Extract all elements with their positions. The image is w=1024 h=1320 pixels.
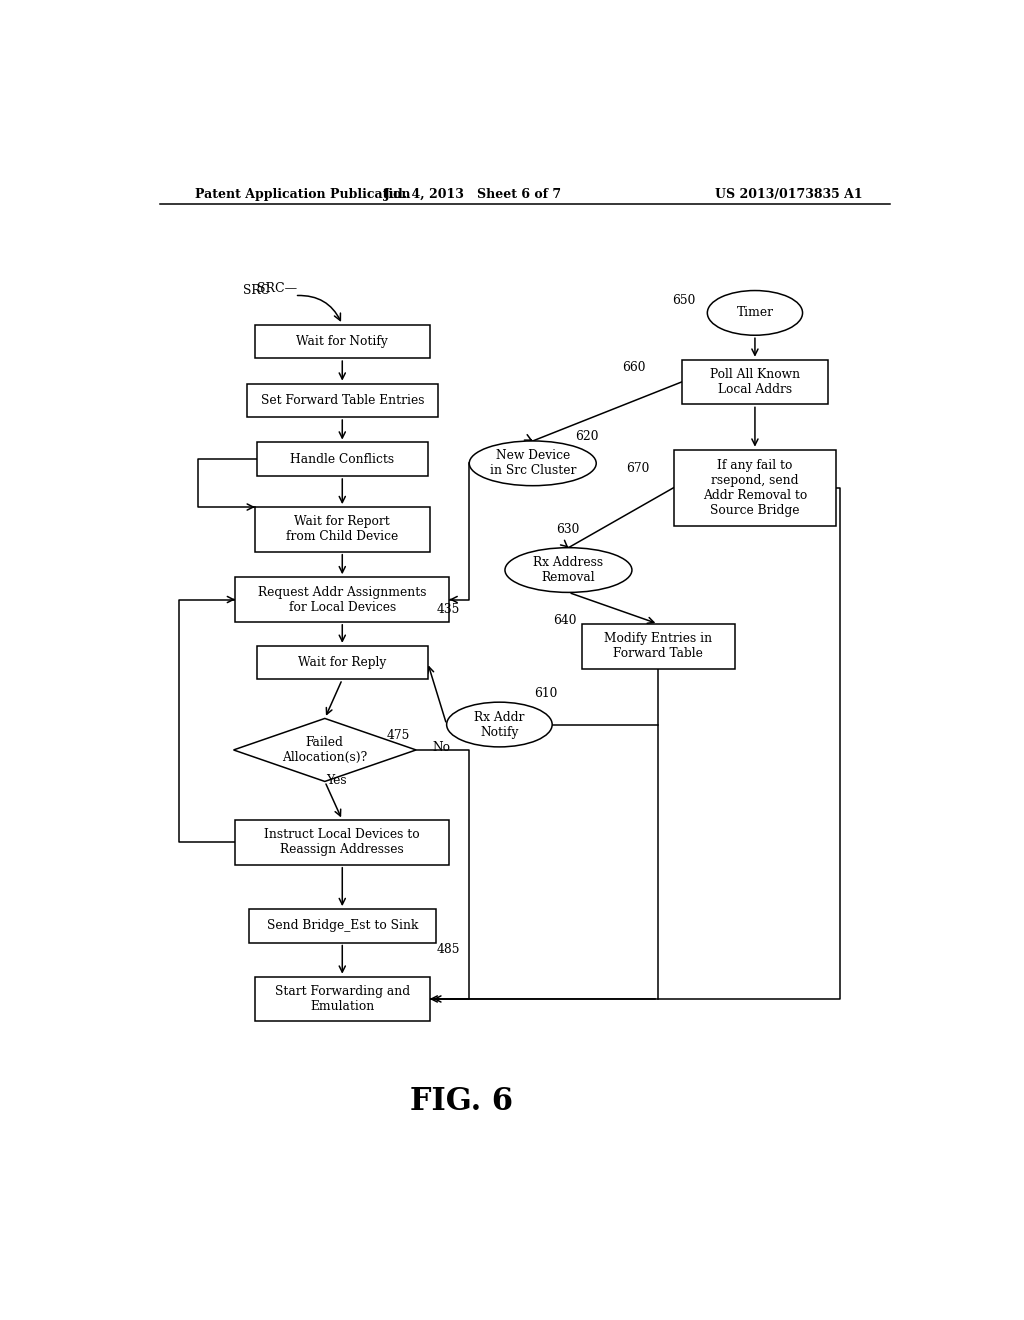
Text: Set Forward Table Entries: Set Forward Table Entries [260, 393, 424, 407]
Text: New Device
in Src Cluster: New Device in Src Cluster [489, 449, 575, 478]
Text: Request Addr Assignments
for Local Devices: Request Addr Assignments for Local Devic… [258, 586, 427, 614]
Ellipse shape [708, 290, 803, 335]
Ellipse shape [446, 702, 552, 747]
FancyBboxPatch shape [257, 442, 428, 477]
FancyBboxPatch shape [255, 977, 430, 1022]
Text: Modify Entries in
Forward Table: Modify Entries in Forward Table [604, 632, 712, 660]
Text: 610: 610 [535, 686, 558, 700]
Text: No: No [432, 742, 451, 755]
Text: FIG. 6: FIG. 6 [410, 1086, 513, 1117]
Text: Poll All Known
Local Addrs: Poll All Known Local Addrs [710, 368, 800, 396]
Text: 630: 630 [556, 523, 580, 536]
Text: Jul. 4, 2013   Sheet 6 of 7: Jul. 4, 2013 Sheet 6 of 7 [384, 189, 562, 202]
FancyBboxPatch shape [249, 909, 435, 942]
FancyBboxPatch shape [682, 359, 828, 404]
Text: US 2013/0173835 A1: US 2013/0173835 A1 [715, 189, 863, 202]
Text: Wait for Reply: Wait for Reply [298, 656, 386, 669]
Text: Start Forwarding and
Emulation: Start Forwarding and Emulation [274, 985, 410, 1012]
Ellipse shape [505, 548, 632, 593]
Text: Wait for Report
from Child Device: Wait for Report from Child Device [286, 515, 398, 544]
FancyBboxPatch shape [236, 577, 450, 622]
Text: 640: 640 [554, 614, 577, 627]
Text: Patent Application Publication: Patent Application Publication [196, 189, 411, 202]
Text: SRC—: SRC— [257, 282, 297, 294]
Text: Handle Conflicts: Handle Conflicts [290, 453, 394, 466]
Text: Yes: Yes [326, 774, 346, 787]
FancyBboxPatch shape [257, 645, 428, 680]
Ellipse shape [469, 441, 596, 486]
Text: SRC: SRC [243, 284, 270, 297]
Text: Instruct Local Devices to
Reassign Addresses: Instruct Local Devices to Reassign Addre… [264, 829, 420, 857]
Text: Send Bridge_Est to Sink: Send Bridge_Est to Sink [266, 919, 418, 932]
Text: 650: 650 [672, 294, 695, 308]
FancyBboxPatch shape [582, 624, 734, 669]
FancyBboxPatch shape [674, 450, 837, 525]
Text: Rx Address
Removal: Rx Address Removal [534, 556, 603, 583]
Text: Timer: Timer [736, 306, 773, 319]
FancyBboxPatch shape [236, 820, 450, 865]
Text: If any fail to
rsepond, send
Addr Removal to
Source Bridge: If any fail to rsepond, send Addr Remova… [702, 459, 807, 516]
Polygon shape [233, 718, 416, 781]
Text: 435: 435 [437, 603, 461, 616]
FancyBboxPatch shape [255, 325, 430, 358]
Text: 660: 660 [623, 362, 646, 375]
Text: Rx Addr
Notify: Rx Addr Notify [474, 710, 524, 738]
Text: 485: 485 [437, 942, 461, 956]
Text: 620: 620 [574, 430, 598, 444]
Text: 670: 670 [627, 462, 650, 475]
Text: 475: 475 [386, 729, 410, 742]
FancyBboxPatch shape [255, 507, 430, 552]
FancyBboxPatch shape [247, 384, 437, 417]
Text: Failed
Allocation(s)?: Failed Allocation(s)? [283, 737, 368, 764]
Text: Wait for Notify: Wait for Notify [296, 335, 388, 348]
